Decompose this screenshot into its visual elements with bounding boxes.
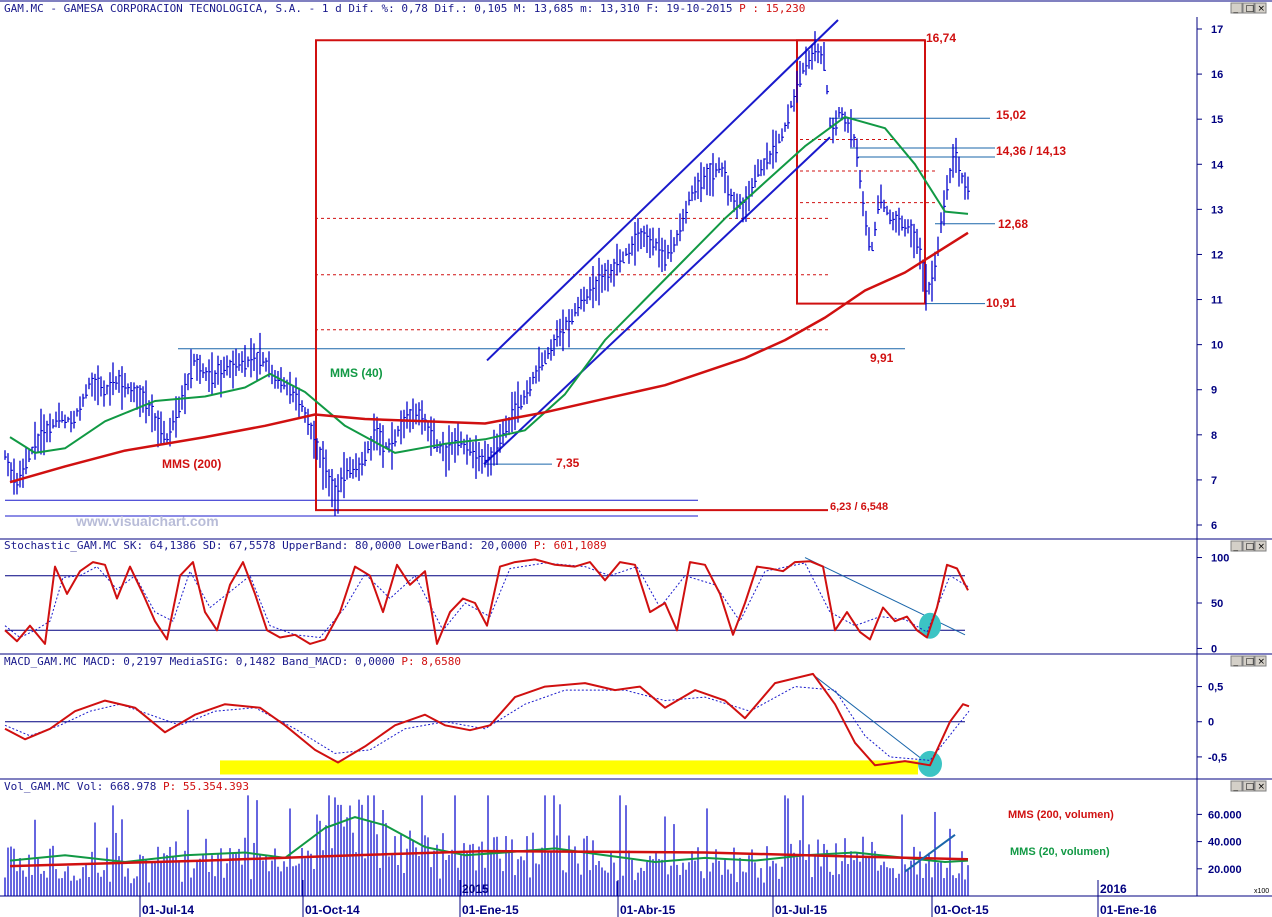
macd-header: MACD_GAM.MC MACD: 0,2197 MediaSIG: 0,148… xyxy=(4,655,461,668)
price-y-tick-label: 7 xyxy=(1211,475,1217,487)
level-label-1091: 10,91 xyxy=(986,296,1016,310)
stoch-sk-line xyxy=(4,558,969,645)
stochastic-header: Stochastic_GAM.MC SK: 64,1386 SD: 67,557… xyxy=(4,539,607,552)
level-label-1436: 14,36 / 14,13 xyxy=(996,144,1066,158)
vol-mms20-label: MMS (20, volumen) xyxy=(1010,846,1110,858)
vol-y-tick-label: 20.000 xyxy=(1208,864,1242,876)
minimize-icon: _ xyxy=(1233,782,1239,792)
price-y-tick-label: 15 xyxy=(1211,114,1223,126)
minimize-icon: _ xyxy=(1233,4,1239,14)
level-label-1502: 15,02 xyxy=(996,108,1026,122)
level-label-1268: 12,68 xyxy=(998,217,1028,231)
maximize-button[interactable] xyxy=(1242,540,1255,552)
price-y-tick-label: 16 xyxy=(1211,69,1223,81)
close-icon: × xyxy=(1258,542,1266,552)
range-box-left-edge xyxy=(315,40,317,511)
minimize-button[interactable] xyxy=(1230,655,1243,667)
close-icon: × xyxy=(1258,657,1266,667)
minimize-icon: _ xyxy=(1233,657,1239,667)
year-marker-label: 2015 xyxy=(462,882,489,896)
vol-y-tick-label: 40.000 xyxy=(1208,837,1242,849)
volume-scale-badge: x100 xyxy=(1254,888,1269,895)
maximize-icon: □ xyxy=(1246,4,1255,14)
minimize-icon: _ xyxy=(1233,542,1239,552)
stoch-y-tick-label: 0 xyxy=(1211,643,1217,655)
x-tick-label: 01-Abr-15 xyxy=(620,903,676,917)
level-label-1674: 16,74 xyxy=(926,31,956,45)
maximize-button[interactable] xyxy=(1242,655,1255,667)
macd-y-tick-label: 0,5 xyxy=(1208,682,1223,694)
stochastic-panel[interactable]: 0 50 100 xyxy=(4,553,1229,656)
volume-panel[interactable]: 20.000 40.000 60.000 xyxy=(4,795,1242,896)
macd-panel[interactable]: -0,5 0 0,5 xyxy=(4,672,1227,777)
vol-y-tick-label: 60.000 xyxy=(1208,809,1242,821)
x-tick-label: 01-Ene-16 xyxy=(1100,903,1157,917)
level-label-735: 7,35 xyxy=(556,456,580,470)
price-y-tick-label: 9 xyxy=(1211,385,1217,397)
price-y-tick-label: 13 xyxy=(1211,204,1223,216)
maximize-icon: □ xyxy=(1246,542,1255,552)
minimize-button[interactable] xyxy=(1230,2,1243,14)
maximize-icon: □ xyxy=(1246,657,1255,667)
vol-mms200-line xyxy=(9,849,969,868)
price-y-tick-label: 17 xyxy=(1211,24,1223,36)
close-button[interactable] xyxy=(1254,2,1267,14)
macd-y-tick-label: -0,5 xyxy=(1208,752,1227,764)
volume-header: Vol_GAM.MC Vol: 668.978 P: 55.354.393 xyxy=(4,780,249,793)
macd-signal-line xyxy=(4,686,970,761)
x-tick-label: 01-Jul-14 xyxy=(142,903,194,917)
close-button[interactable] xyxy=(1254,540,1267,552)
macd-y-tick-label: 0 xyxy=(1208,717,1214,729)
vol-mms200-label: MMS (200, volumen) xyxy=(1008,809,1114,821)
x-tick-label: 01-Oct-14 xyxy=(305,903,360,917)
correction-box xyxy=(796,39,926,305)
level-label-991: 9,91 xyxy=(870,351,894,365)
vol-mms20-line xyxy=(9,816,969,863)
price-panel[interactable]: 6 7 8 9 10 11 12 13 14 15 16 17 xyxy=(4,19,1224,532)
channel-lower-line xyxy=(483,136,831,465)
price-y-tick-label: 11 xyxy=(1211,295,1223,307)
stoch-y-tick-label: 100 xyxy=(1211,553,1229,565)
minimize-button[interactable] xyxy=(1230,780,1243,792)
minimize-button[interactable] xyxy=(1230,540,1243,552)
price-bars xyxy=(4,31,970,517)
price-y-tick-label: 14 xyxy=(1211,159,1224,171)
volume-bars xyxy=(4,795,969,896)
channel-upper-line xyxy=(486,19,839,362)
price-y-tick-label: 8 xyxy=(1211,430,1217,442)
mms40-line xyxy=(9,115,969,454)
price-y-tick-label: 10 xyxy=(1211,340,1223,352)
price-header: GAM.MC - GAMESA CORPORACION TECNOLOGICA,… xyxy=(4,2,805,15)
mms200-label: MMS (200) xyxy=(162,457,221,471)
macd-line xyxy=(4,672,970,767)
close-button[interactable] xyxy=(1254,655,1267,667)
mms200-line xyxy=(9,231,969,484)
x-tick-label: 01-Ene-15 xyxy=(462,903,519,917)
macd-trendline xyxy=(811,673,931,766)
level-label-623: 6,23 / 6,548 xyxy=(830,501,888,513)
close-button[interactable] xyxy=(1254,780,1267,792)
maximize-icon: □ xyxy=(1246,782,1255,792)
stoch-y-tick-label: 50 xyxy=(1211,598,1223,610)
watermark: www.visualchart.com xyxy=(75,513,219,529)
macd-support-highlight xyxy=(220,760,918,775)
x-tick-label: 01-Jul-15 xyxy=(775,903,827,917)
price-y-tick-label: 6 xyxy=(1211,520,1217,532)
price-y-tick-label: 12 xyxy=(1211,249,1223,261)
vol-trendline xyxy=(904,833,956,873)
close-icon: × xyxy=(1258,782,1266,792)
maximize-button[interactable] xyxy=(1242,780,1255,792)
x-tick-label: 01-Oct-15 xyxy=(934,903,989,917)
stoch-sd-line xyxy=(4,562,969,638)
year-marker-label: 2016 xyxy=(1100,882,1127,896)
close-icon: × xyxy=(1258,4,1266,14)
maximize-button[interactable] xyxy=(1242,2,1255,14)
mms40-label: MMS (40) xyxy=(330,366,383,380)
